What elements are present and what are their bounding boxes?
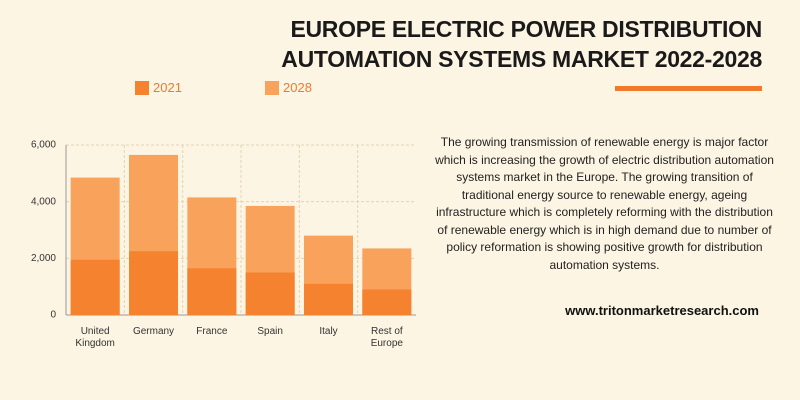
x-tick-label: Italy bbox=[319, 326, 338, 337]
legend-swatch bbox=[135, 80, 149, 95]
bar bbox=[187, 268, 237, 315]
y-tick-label: 4,000 bbox=[31, 196, 56, 207]
chart-title: EUROPE ELECTRIC POWER DISTRIBUTION AUTOM… bbox=[281, 16, 762, 72]
x-tick-label: United Kingdom bbox=[75, 326, 115, 349]
title-underline bbox=[615, 86, 762, 91]
y-tick-label: 0 bbox=[50, 310, 56, 321]
y-tick-label: 2,000 bbox=[31, 253, 56, 264]
bar bbox=[245, 272, 295, 315]
y-tick-label: 6,000 bbox=[31, 140, 56, 151]
legend-label: 2028 bbox=[283, 80, 312, 95]
x-tick-label: Germany bbox=[132, 326, 175, 337]
legend-item: 2021 bbox=[135, 80, 182, 95]
bar bbox=[304, 283, 353, 315]
website: www.tritonmarketresearch.com bbox=[565, 303, 759, 318]
bar bbox=[70, 259, 120, 315]
bar bbox=[362, 289, 412, 315]
description: The growing transmission of renewable en… bbox=[435, 135, 774, 272]
x-tick-label: Spain bbox=[257, 326, 283, 337]
legend-item: 2028 bbox=[265, 80, 312, 95]
legend-swatch bbox=[265, 80, 279, 95]
legend-label: 2021 bbox=[153, 80, 182, 95]
x-tick-label: Rest of Europe bbox=[370, 326, 403, 349]
bar bbox=[129, 251, 178, 315]
x-tick-label: France bbox=[196, 326, 228, 337]
